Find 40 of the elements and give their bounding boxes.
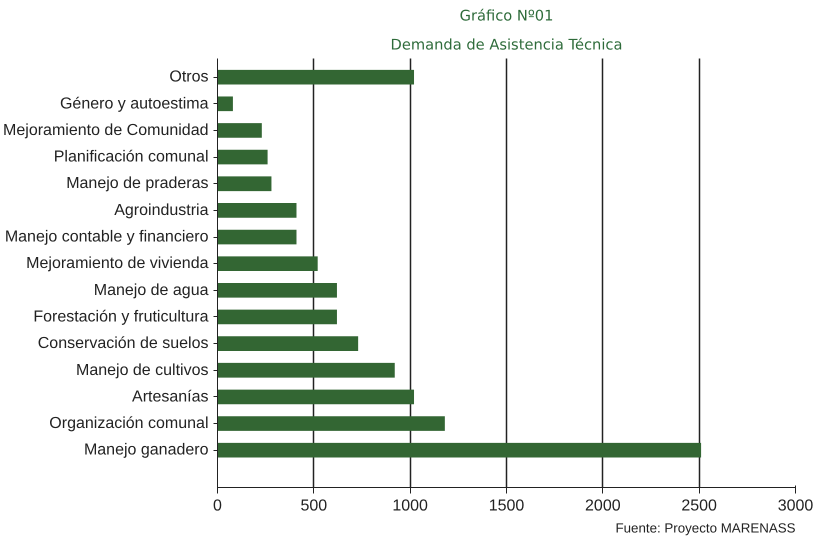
y-tick-label: Otros [169,68,209,86]
y-tick-label: Agroindustria [114,202,209,219]
x-tick-label: 500 [300,498,328,514]
source-note: Fuente: Proyecto MARENASS [616,520,796,536]
bar [218,310,337,324]
y-tick-label: Mejoramiento de Comunidad [3,122,209,139]
x-tick-label: 1000 [392,498,428,514]
x-tick-label: 2000 [585,498,621,514]
x-tick-label: 2500 [681,498,718,514]
bar [218,70,414,84]
bar [218,123,262,138]
y-tick-label: Manejo de cultivos [76,362,208,379]
chart-title: Gráfico Nº01 [460,8,554,24]
bar [218,150,268,164]
x-tick-label: 1500 [488,498,524,514]
y-tick-label: Manejo contable y financiero [4,228,209,246]
y-tick-label: Manejo ganadero [84,442,209,459]
y-tick-label: Conservación de suelos [38,335,208,352]
y-tick-label: Género y autoestima [60,95,209,112]
y-tick-label: Manejo de praderas [66,175,208,192]
bar [218,203,296,218]
y-tick-label: Forestación y fruticultura [33,308,209,326]
bar [218,96,233,112]
bar [218,256,318,271]
bar [218,362,395,378]
x-tick-label: 0 [213,498,222,514]
bar [218,442,702,458]
y-tick-label: Mejoramiento de vivienda [26,255,209,272]
y-tick-label: Manejo de agua [94,282,209,299]
bar [218,336,358,351]
chart-subtitle: Demanda de Asistencia Técnica [390,36,622,54]
y-tick-label: Organización comunal [49,415,209,432]
bar [218,390,414,404]
x-tick-label: 3000 [778,498,814,514]
bar [218,176,272,192]
bar [218,282,337,298]
y-tick-label: Planificación comunal [54,148,208,166]
bar [218,416,445,431]
bar [218,230,296,244]
y-tick-label: Artesanías [132,388,208,406]
